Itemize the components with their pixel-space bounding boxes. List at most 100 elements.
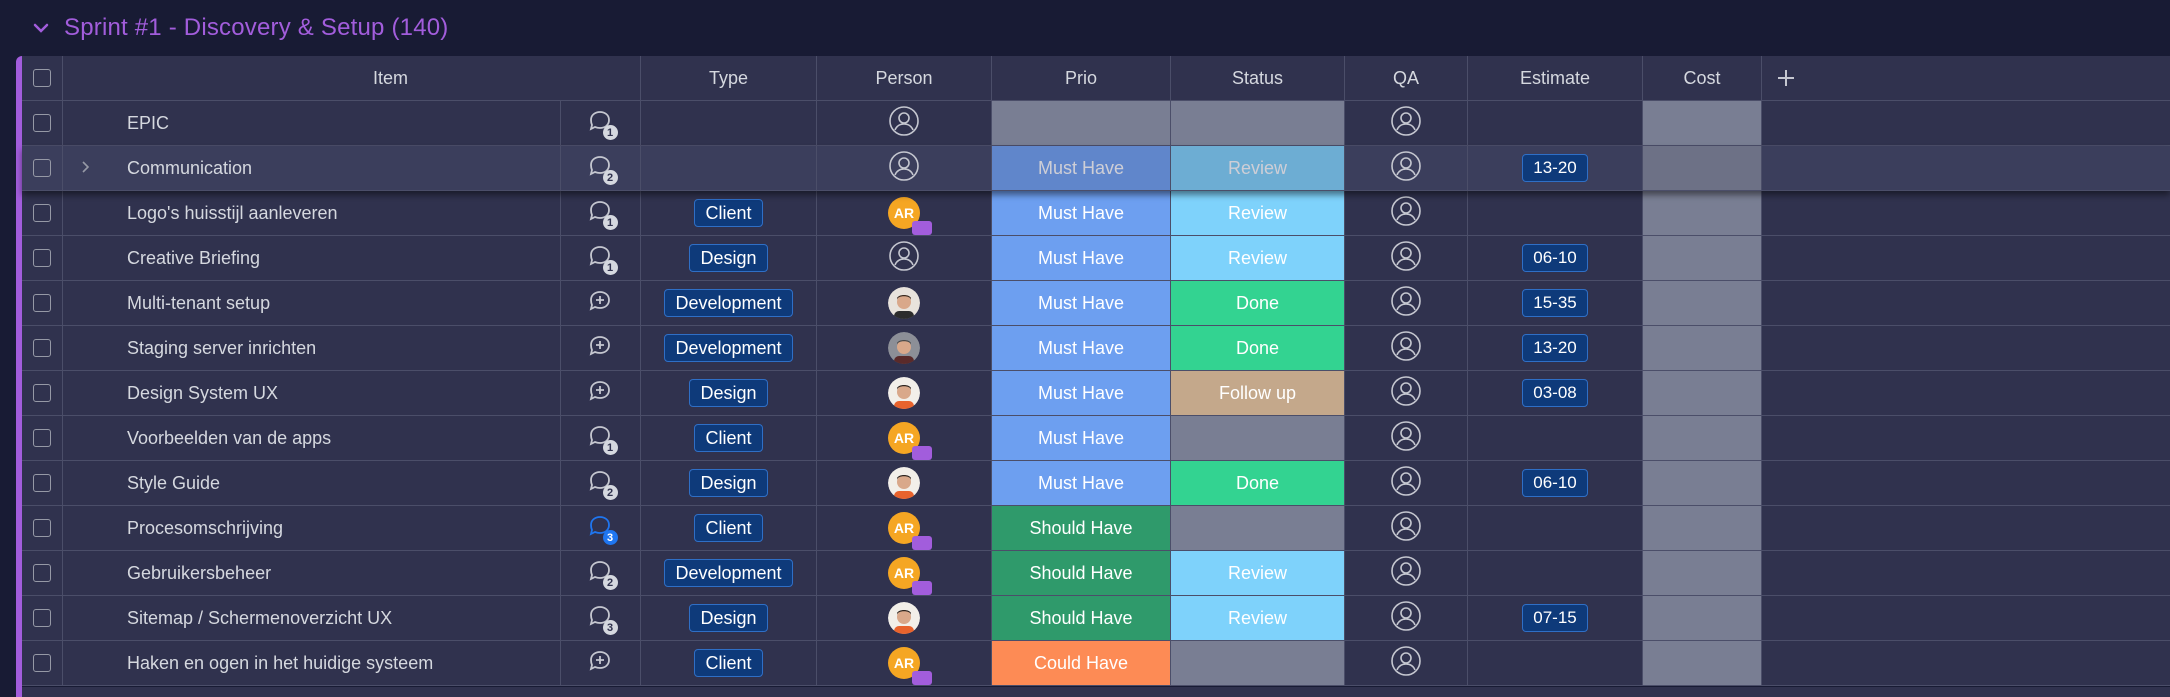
status-cell[interactable] <box>1171 416 1345 460</box>
updates-cell[interactable]: 1 <box>561 416 641 460</box>
qa-cell[interactable] <box>1345 326 1468 370</box>
status-cell[interactable] <box>1171 641 1345 685</box>
estimate-cell[interactable]: 15-35 <box>1468 281 1643 325</box>
qa-person-icon[interactable] <box>1390 285 1422 322</box>
cost-cell[interactable] <box>1643 281 1762 325</box>
estimate-cell[interactable]: 03-08 <box>1468 371 1643 415</box>
status-cell[interactable]: Review <box>1171 551 1345 595</box>
chat-icon[interactable]: 2 <box>587 154 618 185</box>
cost-cell[interactable] <box>1643 146 1762 190</box>
chat-icon[interactable]: 3 <box>587 604 618 635</box>
status-cell[interactable]: Done <box>1171 281 1345 325</box>
item-cell[interactable]: Style Guide <box>63 461 561 505</box>
cost-cell[interactable] <box>1643 461 1762 505</box>
table-row[interactable]: EPIC 1 <box>22 101 2170 146</box>
avatar[interactable]: AR <box>888 512 932 550</box>
prio-cell[interactable]: Should Have <box>992 551 1171 595</box>
row-checkbox[interactable] <box>33 159 51 177</box>
avatar[interactable] <box>888 602 920 634</box>
avatar[interactable] <box>888 467 920 499</box>
type-cell[interactable]: Design <box>641 461 817 505</box>
type-cell[interactable]: Client <box>641 416 817 460</box>
cost-cell[interactable] <box>1643 191 1762 235</box>
estimate-cell[interactable] <box>1468 191 1643 235</box>
qa-cell[interactable] <box>1345 506 1468 550</box>
item-cell[interactable]: Communication <box>63 146 561 190</box>
column-header-item[interactable]: Item <box>63 56 641 100</box>
item-name[interactable]: Gebruikersbeheer <box>127 562 272 583</box>
qa-cell[interactable] <box>1345 281 1468 325</box>
qa-person-icon[interactable] <box>1390 105 1422 142</box>
type-cell[interactable]: Design <box>641 596 817 640</box>
table-row[interactable]: Multi-tenant setup Development Must Have Do… <box>22 281 2170 326</box>
table-row[interactable]: Voorbeelden van de apps 1 Client AR Must Hav… <box>22 416 2170 461</box>
item-name[interactable]: EPIC <box>127 112 170 133</box>
estimate-cell[interactable] <box>1468 416 1643 460</box>
avatar[interactable]: AR <box>888 422 932 460</box>
qa-cell[interactable] <box>1345 641 1468 685</box>
table-row[interactable]: Haken en ogen in het huidige systeem Clie… <box>22 641 2170 686</box>
qa-cell[interactable] <box>1345 596 1468 640</box>
status-cell[interactable]: Review <box>1171 236 1345 280</box>
empty-person-icon[interactable] <box>888 150 920 187</box>
column-header-type[interactable]: Type <box>641 56 817 100</box>
person-cell[interactable]: AR <box>817 416 992 460</box>
row-checkbox[interactable] <box>33 249 51 267</box>
cost-cell[interactable] <box>1643 371 1762 415</box>
item-cell[interactable]: Gebruikersbeheer <box>63 551 561 595</box>
status-cell[interactable]: Follow up <box>1171 371 1345 415</box>
status-cell[interactable]: Done <box>1171 326 1345 370</box>
qa-cell[interactable] <box>1345 146 1468 190</box>
item-cell[interactable]: Creative Briefing <box>63 236 561 280</box>
row-checkbox[interactable] <box>33 114 51 132</box>
prio-cell[interactable]: Must Have <box>992 146 1171 190</box>
person-cell[interactable] <box>817 281 992 325</box>
add-update-icon[interactable] <box>587 289 615 317</box>
qa-cell[interactable] <box>1345 416 1468 460</box>
cost-cell[interactable] <box>1643 416 1762 460</box>
person-cell[interactable] <box>817 101 992 145</box>
avatar[interactable]: AR <box>888 557 932 595</box>
item-cell[interactable]: Haken en ogen in het huidige systeem <box>63 641 561 685</box>
status-cell[interactable]: Review <box>1171 146 1345 190</box>
qa-person-icon[interactable] <box>1390 600 1422 637</box>
qa-person-icon[interactable] <box>1390 420 1422 457</box>
chat-icon[interactable]: 1 <box>587 109 618 140</box>
updates-cell[interactable] <box>561 281 641 325</box>
qa-cell[interactable] <box>1345 551 1468 595</box>
chevron-right-icon[interactable] <box>77 159 93 175</box>
item-name[interactable]: Voorbeelden van de apps <box>127 427 332 448</box>
item-name[interactable]: Multi-tenant setup <box>127 292 271 313</box>
item-name[interactable]: Creative Briefing <box>127 247 261 268</box>
updates-cell[interactable]: 3 <box>561 506 641 550</box>
type-cell[interactable]: Development <box>641 326 817 370</box>
estimate-cell[interactable] <box>1468 506 1643 550</box>
column-header-prio[interactable]: Prio <box>992 56 1171 100</box>
prio-cell[interactable]: Must Have <box>992 191 1171 235</box>
item-name[interactable]: Haken en ogen in het huidige systeem <box>127 652 434 673</box>
item-cell[interactable]: EPIC <box>63 101 561 145</box>
item-name[interactable]: Staging server inrichten <box>127 337 317 358</box>
add-column-button[interactable] <box>1762 56 1810 100</box>
column-header-qa[interactable]: QA <box>1345 56 1468 100</box>
status-cell[interactable]: Review <box>1171 191 1345 235</box>
type-cell[interactable]: Development <box>641 551 817 595</box>
row-checkbox[interactable] <box>33 339 51 357</box>
qa-person-icon[interactable] <box>1390 645 1422 682</box>
avatar[interactable] <box>888 332 920 364</box>
person-cell[interactable] <box>817 596 992 640</box>
qa-person-icon[interactable] <box>1390 240 1422 277</box>
table-row[interactable]: Logo's huisstijl aanleveren 1 Client AR Must… <box>22 191 2170 236</box>
avatar[interactable] <box>888 377 920 409</box>
status-cell[interactable] <box>1171 506 1345 550</box>
type-cell[interactable]: Client <box>641 641 817 685</box>
estimate-cell[interactable]: 13-20 <box>1468 326 1643 370</box>
item-cell[interactable]: Multi-tenant setup <box>63 281 561 325</box>
avatar[interactable]: AR <box>888 197 932 235</box>
chat-icon[interactable]: 2 <box>587 559 618 590</box>
item-cell[interactable]: Voorbeelden van de apps <box>63 416 561 460</box>
table-row[interactable]: Communication 2 Must Have Review 13-20 <box>22 146 2170 191</box>
item-cell[interactable]: Sitemap / Schermenoverzicht UX <box>63 596 561 640</box>
cost-cell[interactable] <box>1643 101 1762 145</box>
updates-cell[interactable] <box>561 641 641 685</box>
